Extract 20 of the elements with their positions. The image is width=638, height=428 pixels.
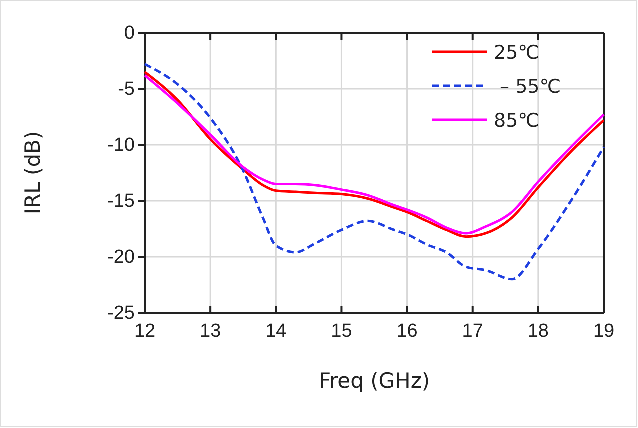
y-axis-title: IRL (dB) bbox=[21, 131, 45, 215]
x-tick-label: 14 bbox=[266, 320, 288, 342]
x-axis-title: Freq (GHz) bbox=[318, 369, 430, 393]
legend-label: 85℃ bbox=[494, 110, 540, 132]
y-tick-label: -25 bbox=[108, 303, 135, 324]
legend-label: – 55℃ bbox=[494, 76, 562, 98]
x-tick-label: 16 bbox=[396, 320, 418, 342]
x-tick-label: 12 bbox=[134, 320, 156, 342]
y-tick-label: -5 bbox=[118, 79, 135, 100]
x-tick-label: 13 bbox=[200, 320, 222, 342]
legend-label: 25℃ bbox=[494, 42, 540, 64]
x-tick-label: 15 bbox=[331, 320, 352, 342]
x-tick-label: 17 bbox=[462, 320, 484, 342]
line-series bbox=[144, 63, 606, 281]
y-tick-label: -15 bbox=[108, 191, 135, 212]
x-tick-label: 18 bbox=[528, 320, 549, 342]
y-tick-label: 0 bbox=[124, 23, 135, 44]
y-tick-label: -10 bbox=[108, 135, 135, 156]
x-tick-label: 19 bbox=[593, 320, 615, 342]
y-tick-label: -20 bbox=[108, 247, 135, 268]
